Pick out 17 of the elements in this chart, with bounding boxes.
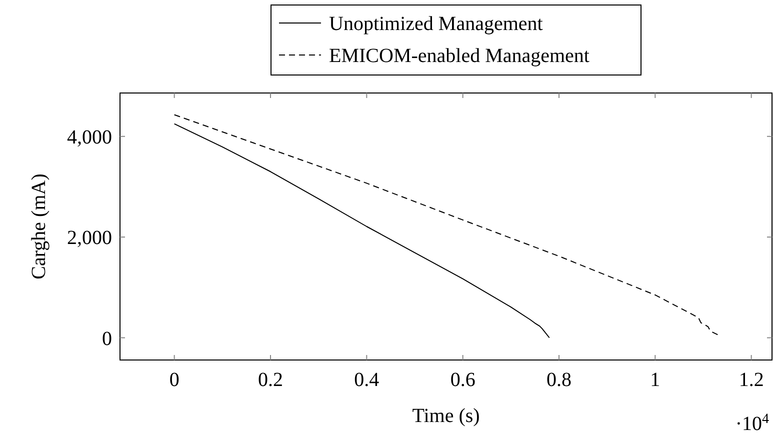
x-tick-label: 0.8 [546, 369, 572, 391]
y-tick-label: 2,000 [67, 227, 112, 250]
legend-label: Unoptimized Management [329, 13, 544, 35]
line-series [174, 114, 718, 336]
x-tick-label: 0 [169, 369, 180, 391]
legend-label: EMICOM-enabled Management [329, 45, 590, 67]
x-tick-label: 0.4 [354, 369, 380, 391]
x-tick-label: 0.6 [450, 369, 476, 391]
y-tick-label: 0 [102, 328, 112, 350]
x-tick-label: 0.2 [258, 369, 283, 391]
x-axis-title: Time (s) [412, 405, 480, 427]
x-tick-label: 1.2 [738, 369, 764, 391]
y-axis-title: Carghe (mA) [28, 174, 50, 280]
text: ·10$^{4}$ [735, 412, 769, 435]
x-tick-label: 1 [650, 369, 660, 391]
line-series [174, 123, 550, 338]
y-tick-label: 4,000 [67, 126, 112, 148]
